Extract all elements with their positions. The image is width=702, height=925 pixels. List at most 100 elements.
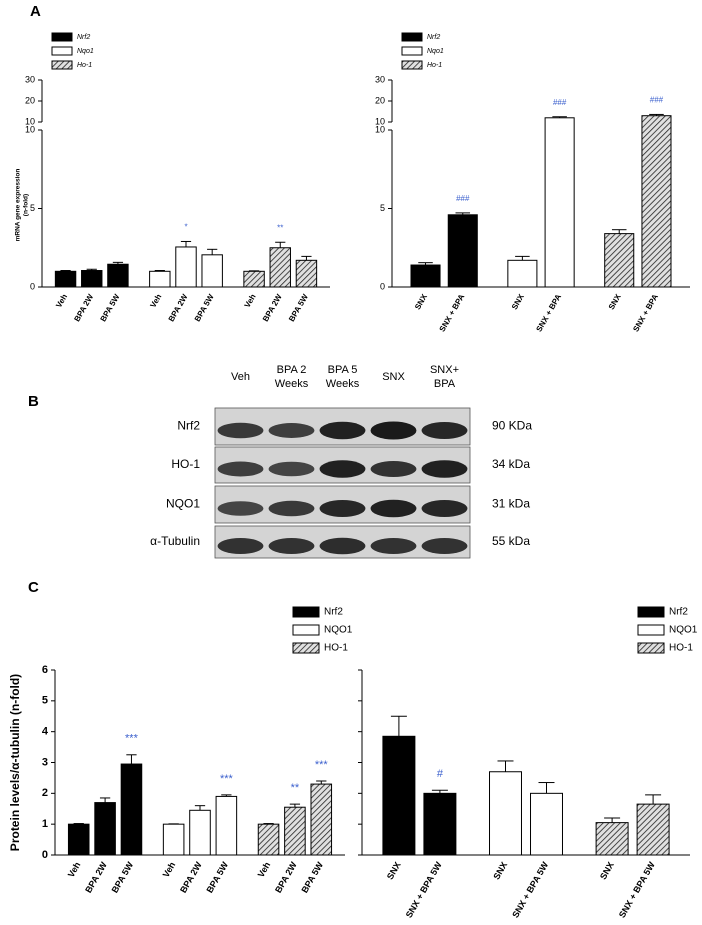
protein-label: HO-1 bbox=[171, 457, 200, 471]
significance-label: # bbox=[437, 768, 444, 780]
blot-band bbox=[217, 461, 264, 477]
error-bar bbox=[316, 780, 327, 785]
legend-swatch bbox=[401, 32, 423, 42]
x-tick-label: SNX bbox=[413, 292, 429, 311]
bar bbox=[284, 806, 306, 856]
x-tick-label: BPA 2W bbox=[261, 292, 284, 323]
x-tick-label: BPA 2W bbox=[273, 860, 299, 895]
lane-label: SNX+ bbox=[430, 364, 459, 376]
blot-band bbox=[268, 423, 315, 438]
x-tick-label: SNX + BPA 5W bbox=[510, 860, 550, 920]
y-tick-label: 2 bbox=[42, 787, 48, 799]
bar bbox=[162, 823, 185, 856]
protein-label: NQO1 bbox=[166, 497, 200, 511]
y-tick-label: 10 bbox=[25, 116, 35, 126]
y-tick-label: 10 bbox=[25, 124, 35, 134]
legend-swatch bbox=[51, 46, 73, 56]
error-bar bbox=[611, 229, 627, 234]
y-axis-label: (n-fold) bbox=[23, 194, 30, 216]
x-tick-label: BPA 5W bbox=[193, 292, 216, 323]
significance-label: *** bbox=[125, 733, 139, 745]
bar bbox=[530, 792, 563, 856]
y-tick-label: 1 bbox=[42, 818, 48, 830]
bar bbox=[269, 247, 291, 288]
blot-band bbox=[370, 499, 417, 518]
error-bar bbox=[126, 754, 137, 765]
x-tick-label: BPA 5W bbox=[110, 860, 136, 895]
y-tick-label: 10 bbox=[375, 124, 385, 134]
size-label: 90 KDa bbox=[492, 419, 532, 433]
blot-band bbox=[268, 461, 315, 477]
y-tick-label: 6 bbox=[42, 664, 48, 676]
x-tick-label: BPA 5W bbox=[99, 292, 122, 323]
blot-band bbox=[421, 460, 468, 478]
panel-label: A bbox=[30, 3, 41, 20]
panel-label: C bbox=[28, 579, 39, 596]
y-tick-label: 30 bbox=[375, 74, 385, 84]
blot-band bbox=[370, 538, 417, 554]
error-bar bbox=[515, 255, 530, 261]
y-tick-label: 4 bbox=[42, 726, 49, 738]
legend-label: HO-1 bbox=[669, 643, 693, 654]
x-tick-label: BPA 2W bbox=[178, 860, 204, 895]
legend-swatch bbox=[401, 60, 423, 70]
bar bbox=[382, 735, 416, 856]
bar bbox=[423, 792, 457, 856]
error-bar bbox=[301, 255, 312, 261]
size-label: 34 kDa bbox=[492, 457, 530, 471]
legend-swatch bbox=[637, 642, 665, 654]
blot-band bbox=[319, 537, 366, 555]
blot-band bbox=[319, 421, 366, 440]
y-tick-label: 20 bbox=[25, 95, 35, 105]
size-label: 55 kDa bbox=[492, 534, 530, 548]
x-tick-label: Veh bbox=[66, 860, 83, 879]
y-tick-label: 5 bbox=[30, 203, 35, 213]
legend-label: Nrf2 bbox=[324, 607, 343, 618]
error-bar bbox=[99, 797, 111, 803]
blot-band bbox=[421, 500, 468, 517]
error-bar bbox=[431, 789, 448, 794]
bar bbox=[489, 771, 522, 856]
y-tick-label: 5 bbox=[380, 203, 385, 213]
legend-label: Nqo1 bbox=[427, 48, 444, 55]
y-tick-label: 0 bbox=[30, 281, 35, 291]
lane-label: BPA 5 bbox=[328, 364, 358, 376]
x-tick-label: SNX bbox=[598, 860, 616, 881]
error-bar bbox=[538, 782, 555, 794]
legend-swatch bbox=[51, 60, 73, 70]
error-bar bbox=[289, 803, 301, 808]
lane-label: Veh bbox=[231, 371, 250, 383]
legend-swatch bbox=[292, 606, 320, 618]
legend-label: Nrf2 bbox=[427, 34, 440, 41]
blot-band bbox=[421, 538, 468, 554]
lane-label: Weeks bbox=[275, 378, 309, 390]
legend-label: NQO1 bbox=[669, 625, 698, 636]
bar bbox=[507, 259, 538, 288]
error-bar bbox=[194, 805, 206, 811]
x-tick-label: SNX + BPA 5W bbox=[617, 860, 657, 920]
legend-swatch bbox=[292, 642, 320, 654]
x-tick-label: Veh bbox=[256, 860, 273, 879]
bar bbox=[107, 263, 129, 288]
bar bbox=[120, 763, 143, 856]
y-tick-label: 0 bbox=[42, 849, 48, 861]
error-bar bbox=[263, 823, 274, 825]
bar bbox=[243, 270, 265, 288]
error-bar bbox=[112, 261, 124, 265]
bar bbox=[410, 264, 441, 288]
bar bbox=[636, 803, 670, 856]
bar bbox=[189, 809, 211, 856]
significance-label: *** bbox=[220, 773, 234, 785]
panel-label: B bbox=[28, 393, 39, 410]
bar bbox=[447, 214, 478, 288]
y-tick-label: 3 bbox=[42, 756, 48, 768]
blot-band bbox=[268, 538, 315, 554]
legend-label: Nrf2 bbox=[77, 34, 90, 41]
bar bbox=[295, 259, 318, 288]
legend-swatch bbox=[401, 46, 423, 56]
bar bbox=[67, 823, 90, 856]
significance-label: *** bbox=[315, 759, 329, 771]
error-bar bbox=[418, 262, 433, 266]
bar bbox=[81, 270, 103, 288]
